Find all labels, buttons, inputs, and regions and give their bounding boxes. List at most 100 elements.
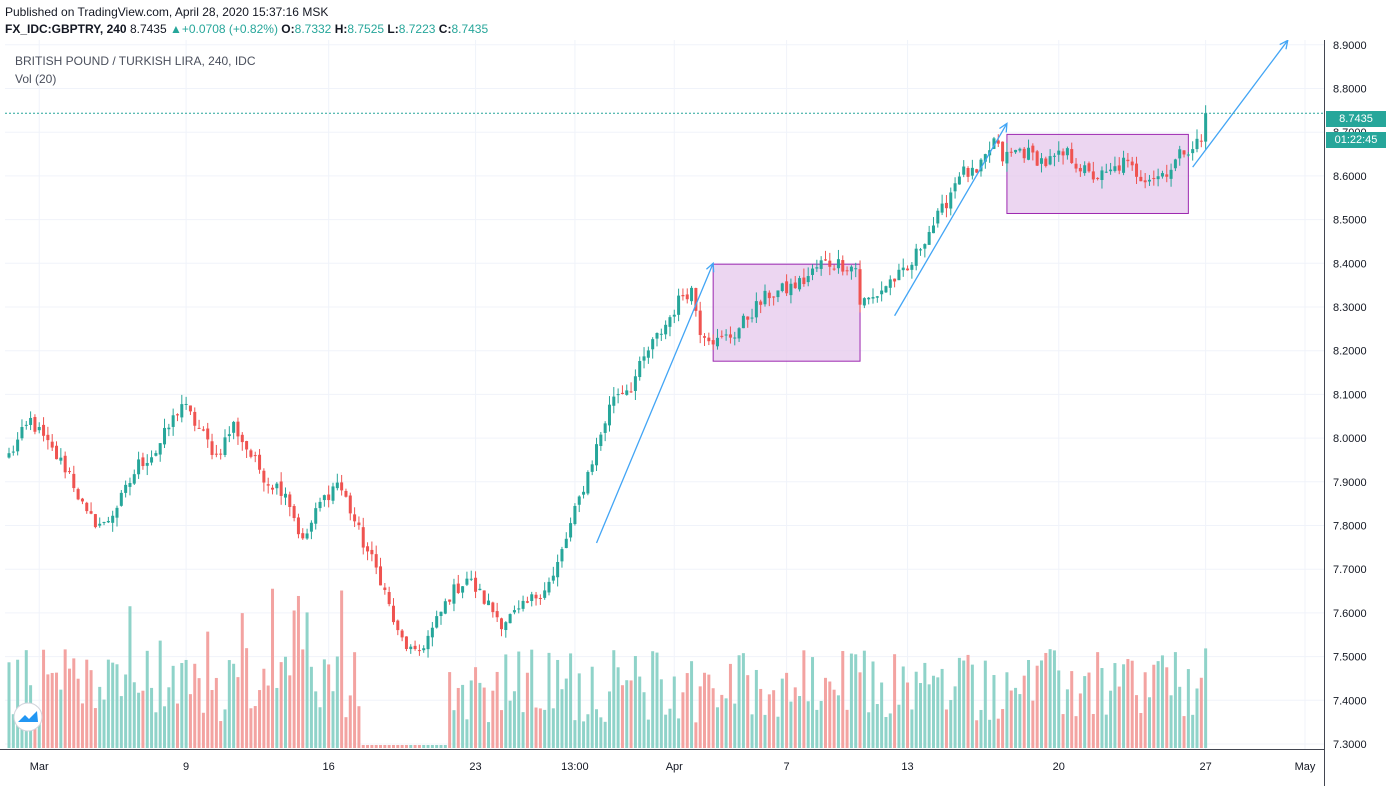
candle-body xyxy=(582,491,586,495)
volume-bar xyxy=(793,687,797,748)
volume-bar xyxy=(620,685,624,748)
candle-body xyxy=(417,650,421,652)
volume-bar xyxy=(1104,714,1108,748)
arrow-head-icon xyxy=(1279,40,1289,50)
candle-body xyxy=(1122,157,1126,173)
candle-body xyxy=(975,169,979,173)
volume-bar xyxy=(163,706,167,748)
volume-bar xyxy=(508,700,512,748)
price-tick-label: 8.3000 xyxy=(1333,302,1367,314)
volume-bar xyxy=(85,659,89,748)
candle-body xyxy=(482,590,486,604)
tradingview-logo-icon[interactable] xyxy=(13,702,43,732)
volume-bar xyxy=(875,704,879,748)
candle-body xyxy=(707,337,711,342)
volume-bar xyxy=(1009,690,1013,748)
candle-body xyxy=(154,453,158,456)
volume-bar xyxy=(46,674,50,748)
volume-bar xyxy=(888,713,892,748)
candle-body xyxy=(906,268,910,271)
volume-bar xyxy=(188,694,192,748)
candle-body xyxy=(1191,149,1195,154)
volume-bar xyxy=(154,712,158,748)
volume-bar xyxy=(919,683,923,748)
candle-body xyxy=(1147,179,1151,182)
volume-bar xyxy=(93,708,97,748)
volume-bar xyxy=(1135,695,1139,748)
candle-body xyxy=(1027,147,1031,160)
volume-bar xyxy=(1014,687,1018,748)
volume-bar xyxy=(577,673,581,748)
volume-bar xyxy=(495,671,499,748)
volume-bar xyxy=(11,714,15,748)
volume-bar xyxy=(288,675,292,748)
candle-body xyxy=(1014,149,1018,153)
candle-body xyxy=(815,267,819,269)
candle-body xyxy=(50,441,54,448)
candle-body xyxy=(655,333,659,339)
price-chart[interactable]: 8.90008.80008.70008.60008.50008.40008.30… xyxy=(0,40,1396,786)
volume-bar xyxy=(1065,689,1069,748)
volume-bar xyxy=(404,745,408,748)
candle-body xyxy=(586,471,590,494)
volume-bar xyxy=(1061,714,1065,748)
volume-bar xyxy=(560,689,564,748)
volume-bar xyxy=(1156,661,1160,748)
volume-bar xyxy=(690,661,694,748)
candle-body xyxy=(875,296,879,298)
volume-bar xyxy=(871,661,875,748)
candle-body xyxy=(560,549,564,562)
price-tick-label: 8.4000 xyxy=(1333,258,1367,270)
volume-bar xyxy=(119,696,123,748)
volume-bar xyxy=(625,680,629,748)
price-tick-label: 7.5000 xyxy=(1333,652,1367,664)
volume-bar xyxy=(655,652,659,748)
volume-bar xyxy=(698,686,702,748)
time-tick-label: 13:00 xyxy=(561,761,589,773)
volume-bar xyxy=(465,719,469,748)
candle-body xyxy=(750,317,754,319)
volume-bar xyxy=(430,745,434,748)
volume-bar xyxy=(16,659,20,748)
volume-bar xyxy=(940,668,944,748)
volume-bar xyxy=(111,662,115,748)
candle-body xyxy=(236,421,240,437)
candle-body xyxy=(448,599,452,602)
volume-bar xyxy=(685,673,689,748)
candle-body xyxy=(521,600,525,609)
trend-arrow-line xyxy=(1192,40,1289,168)
legend-volume: Vol (20) xyxy=(15,72,57,86)
volume-bar xyxy=(828,681,832,748)
volume-bar xyxy=(1204,648,1208,748)
volume-bar xyxy=(953,686,957,748)
candle-body xyxy=(102,521,106,523)
candle-body xyxy=(37,426,41,431)
volume-bar xyxy=(115,664,119,748)
volume-bar xyxy=(327,664,331,748)
candle-body xyxy=(1096,177,1100,179)
candle-body xyxy=(469,578,473,580)
volume-bar xyxy=(996,718,1000,748)
volume-bar xyxy=(452,710,456,748)
candle-body xyxy=(845,270,849,272)
volume-bar xyxy=(737,655,741,748)
volume-bar xyxy=(556,659,560,748)
volume-bar xyxy=(1096,652,1100,748)
volume-bar xyxy=(551,708,555,748)
candle-body xyxy=(828,260,832,267)
candle-body xyxy=(862,298,866,306)
volume-bar xyxy=(236,677,240,748)
volume-bar xyxy=(629,680,633,748)
candle-body xyxy=(685,294,689,300)
candle-body xyxy=(430,627,434,638)
volume-bar xyxy=(957,657,961,748)
candle-body xyxy=(366,546,370,552)
price-tick-label: 7.9000 xyxy=(1333,477,1367,489)
volume-bar xyxy=(422,745,426,748)
candle-body xyxy=(1126,159,1130,162)
candle-body xyxy=(733,337,737,339)
volume-bar xyxy=(569,653,573,748)
candle-body xyxy=(132,474,136,484)
candle-body xyxy=(806,276,810,283)
candle-body xyxy=(620,392,624,394)
